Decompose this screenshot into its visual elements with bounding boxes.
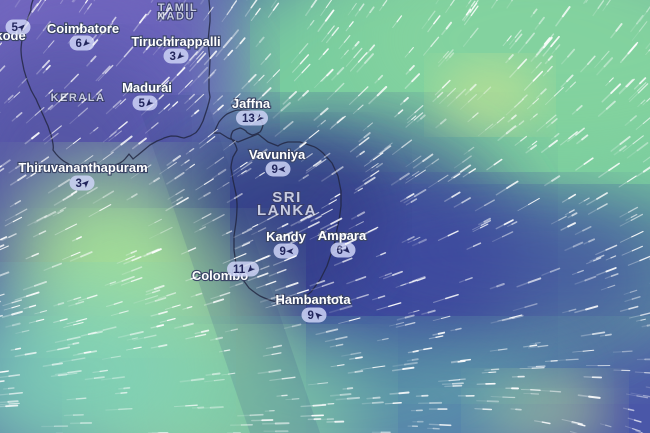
svg-text:9: 9 [280, 246, 286, 258]
svg-text:Tiruchirappalli: Tiruchirappalli [131, 34, 220, 49]
svg-text:6: 6 [76, 38, 82, 50]
svg-text:5: 5 [12, 22, 19, 34]
svg-text:3: 3 [170, 51, 176, 63]
svg-text:3: 3 [76, 178, 82, 190]
svg-text:Jaffna: Jaffna [232, 96, 271, 111]
svg-text:Hambantota: Hambantota [275, 292, 351, 307]
svg-text:5: 5 [139, 98, 146, 110]
svg-text:11: 11 [233, 264, 246, 276]
svg-text:9: 9 [272, 164, 278, 176]
svg-text:9: 9 [308, 310, 314, 322]
